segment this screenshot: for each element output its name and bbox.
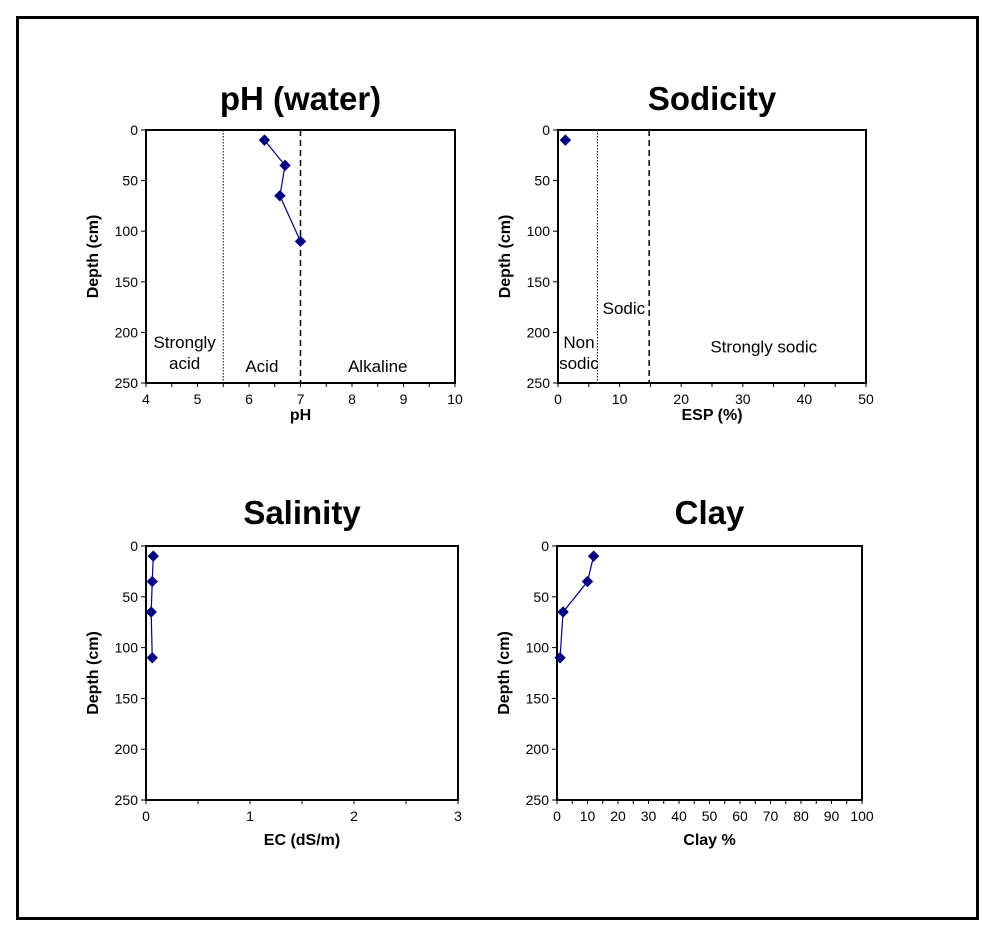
x-axis-label: EC (dS/m) bbox=[264, 832, 340, 849]
y-tick-label: 0 bbox=[130, 122, 138, 138]
zone-label: sodic bbox=[559, 354, 599, 373]
x-tick-label: 30 bbox=[641, 808, 657, 824]
y-tick-label: 250 bbox=[115, 375, 139, 391]
x-tick-label: 2 bbox=[350, 808, 358, 824]
x-tick-label: 70 bbox=[763, 808, 779, 824]
x-tick-label: 3 bbox=[454, 808, 462, 824]
x-tick-label: 80 bbox=[793, 808, 809, 824]
chart-title: Salinity bbox=[243, 494, 361, 531]
x-tick-label: 30 bbox=[735, 391, 751, 407]
y-tick-label: 150 bbox=[526, 690, 550, 706]
plot-area bbox=[557, 129, 867, 384]
y-tick-label: 100 bbox=[526, 640, 550, 656]
x-tick-label: 4 bbox=[142, 391, 150, 407]
zone-label: Sodic bbox=[603, 299, 646, 318]
x-axis-label: Clay % bbox=[683, 832, 735, 849]
y-tick-label: 150 bbox=[115, 690, 139, 706]
zone-label: Strongly bbox=[153, 333, 216, 352]
chart-title: Clay bbox=[675, 494, 745, 531]
x-tick-label: 20 bbox=[673, 391, 689, 407]
x-axis-label: ESP (%) bbox=[681, 407, 742, 424]
x-tick-label: 50 bbox=[702, 808, 718, 824]
x-tick-label: 100 bbox=[850, 808, 874, 824]
data-point-marker bbox=[559, 134, 572, 146]
x-tick-label: 0 bbox=[554, 391, 562, 407]
y-tick-label: 200 bbox=[526, 741, 550, 757]
y-axis-label: Depth (cm) bbox=[85, 215, 102, 299]
zone-label: Non bbox=[563, 333, 594, 352]
data-point-marker bbox=[279, 159, 291, 172]
y-tick-label: 50 bbox=[533, 589, 549, 605]
data-point-marker bbox=[146, 575, 158, 588]
x-tick-label: 9 bbox=[400, 391, 408, 407]
x-tick-label: 40 bbox=[671, 808, 687, 824]
y-axis-label: Depth (cm) bbox=[496, 631, 513, 715]
y-tick-label: 100 bbox=[115, 640, 139, 656]
y-tick-label: 200 bbox=[115, 324, 139, 340]
x-axis-label: pH bbox=[290, 407, 311, 424]
chart-title: Sodicity bbox=[648, 80, 777, 117]
x-tick-label: 1 bbox=[246, 808, 254, 824]
x-tick-label: 5 bbox=[194, 391, 202, 407]
y-tick-label: 150 bbox=[115, 274, 139, 290]
y-tick-label: 250 bbox=[526, 792, 550, 808]
x-tick-label: 10 bbox=[447, 391, 463, 407]
y-tick-label: 50 bbox=[122, 589, 138, 605]
plot-area bbox=[145, 545, 459, 801]
series-line bbox=[263, 139, 302, 242]
x-tick-label: 0 bbox=[142, 808, 150, 824]
data-point-marker bbox=[294, 235, 307, 248]
series-line bbox=[559, 556, 595, 658]
series-line bbox=[150, 556, 154, 658]
y-axis-label: Depth (cm) bbox=[497, 215, 514, 299]
data-point-marker bbox=[554, 652, 566, 664]
y-tick-label: 150 bbox=[527, 274, 551, 290]
data-point-marker bbox=[147, 550, 159, 562]
x-tick-label: 90 bbox=[824, 808, 840, 824]
x-tick-label: 50 bbox=[858, 391, 874, 407]
x-tick-label: 7 bbox=[297, 391, 305, 407]
y-tick-label: 0 bbox=[542, 122, 550, 138]
y-tick-label: 250 bbox=[115, 792, 139, 808]
y-tick-label: 0 bbox=[541, 538, 549, 554]
x-tick-label: 10 bbox=[580, 808, 596, 824]
zone-label: Strongly sodic bbox=[710, 338, 817, 357]
x-tick-label: 0 bbox=[553, 808, 561, 824]
y-tick-label: 0 bbox=[130, 538, 138, 554]
plot-area bbox=[556, 545, 863, 801]
zone-label: Alkaline bbox=[348, 357, 408, 376]
x-tick-label: 20 bbox=[610, 808, 626, 824]
x-tick-label: 40 bbox=[797, 391, 813, 407]
data-point-marker bbox=[145, 606, 157, 618]
zone-label: acid bbox=[169, 354, 200, 373]
data-point-marker bbox=[274, 190, 286, 202]
zone-label: Acid bbox=[245, 357, 278, 376]
x-tick-label: 8 bbox=[348, 391, 356, 407]
x-tick-label: 10 bbox=[612, 391, 628, 407]
y-tick-label: 200 bbox=[115, 741, 139, 757]
y-tick-label: 100 bbox=[527, 223, 551, 239]
data-point-marker bbox=[146, 652, 158, 664]
data-point-marker bbox=[581, 575, 594, 588]
y-tick-label: 100 bbox=[115, 223, 139, 239]
data-point-marker bbox=[587, 550, 600, 562]
x-tick-label: 60 bbox=[732, 808, 748, 824]
y-tick-label: 200 bbox=[527, 324, 551, 340]
y-axis-label: Depth (cm) bbox=[85, 631, 102, 715]
y-tick-label: 50 bbox=[122, 173, 138, 189]
figure-frame bbox=[16, 16, 979, 920]
data-point-marker bbox=[258, 134, 271, 146]
y-tick-label: 50 bbox=[534, 173, 550, 189]
y-tick-label: 250 bbox=[527, 375, 551, 391]
data-point-marker bbox=[557, 606, 569, 618]
chart-title: pH (water) bbox=[220, 80, 381, 117]
x-tick-label: 6 bbox=[245, 391, 253, 407]
